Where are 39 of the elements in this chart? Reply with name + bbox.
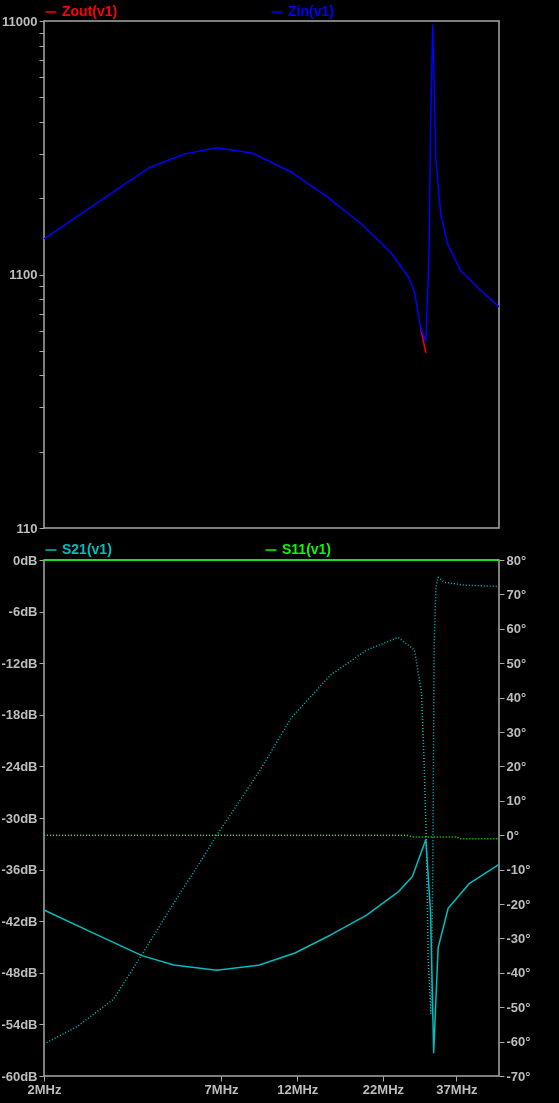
y-tick-label: -30dB [1,810,38,826]
y2-tick-label: 80° [506,552,527,568]
y2-tick-label: 60° [506,621,527,637]
y2-tick-label: 10° [506,793,527,809]
y-tick-label: -42dB [1,913,38,929]
x-tick-label: 2MHz [27,1081,62,1097]
y2-tick-label: 20° [506,758,527,774]
x-tick-label: 37MHz [436,1081,479,1097]
y-tick-label: -36dB [1,862,38,878]
y2-tick-label: 50° [506,655,527,671]
y-tick-label: 11000 [2,13,38,29]
x-tick-label: 7MHz [204,1081,240,1097]
y-tick-label: -60dB [1,1068,38,1084]
y2-tick-label: -10° [506,862,531,878]
y-tick-label: -12dB [1,655,38,671]
legend-label: Zin(v1) [288,3,334,19]
x-tick-label: 12MHz [277,1081,319,1097]
y2-tick-label: 70° [506,586,527,602]
y2-tick-label: -40° [506,965,531,981]
y2-tick-label: 0° [506,827,519,843]
y2-tick-label: -60° [506,1034,531,1050]
legend-label: S11(v1) [282,541,332,557]
x-tick-label: 22MHz [362,1081,405,1097]
legend-label: S21(v1) [62,541,112,557]
y-tick-label: -48dB [1,965,38,981]
y2-tick-label: 40° [506,690,527,706]
y-tick-label: -6dB [8,604,38,620]
y-tick-label: 110 [16,520,38,536]
y-tick-label: -54dB [1,1016,38,1032]
text: Zout(v1) [62,3,118,19]
y2-tick-label: -30° [506,930,531,946]
y-tick-label: -24dB [1,758,38,774]
y-tick-label: -18dB [1,707,38,723]
y2-tick-label: -20° [506,896,531,912]
y-tick-label: 1100 [9,267,38,282]
y2-tick-label: -50° [506,999,531,1015]
y2-tick-label: 30° [506,724,527,740]
y-tick-label: 0dB [12,552,38,568]
y2-tick-label: -70° [506,1068,531,1084]
